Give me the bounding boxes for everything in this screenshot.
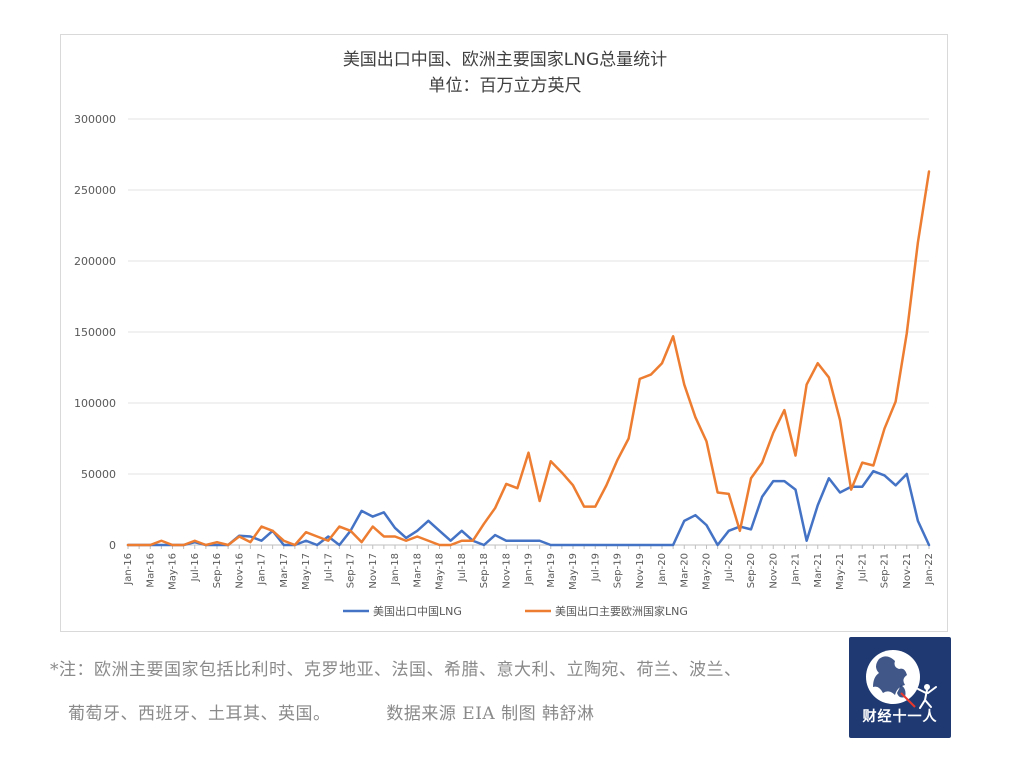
x-tick-label: Jan-16 xyxy=(123,553,134,586)
x-tick-label: Nov-16 xyxy=(234,553,245,589)
legend-label: 美国出口主要欧洲国家LNG xyxy=(555,604,688,618)
x-tick-label: Jul-19 xyxy=(590,553,601,582)
x-tick-label: Nov-17 xyxy=(368,553,379,589)
x-tick-label: Nov-18 xyxy=(501,553,512,589)
y-tick-label: 150000 xyxy=(74,326,116,339)
x-tick-label: May-20 xyxy=(702,553,713,590)
x-tick-label: Jan-20 xyxy=(657,553,668,586)
footnote: *注：欧洲主要国家包括比利时、克罗地亚、法国、希腊、意大利、立陶宛、荷兰、波兰、… xyxy=(50,648,830,736)
x-tick-label: Mar-20 xyxy=(679,553,690,588)
chart-subtitle: 单位：百万立方英尺 xyxy=(429,76,582,96)
x-tick-label: May-18 xyxy=(435,553,446,590)
legend-label: 美国出口中国LNG xyxy=(373,604,462,618)
footnote-line-1: *注：欧洲主要国家包括比利时、克罗地亚、法国、希腊、意大利、立陶宛、荷兰、波兰、 xyxy=(50,660,742,680)
x-tick-label: Jan-17 xyxy=(257,553,268,586)
y-tick-label: 200000 xyxy=(74,255,116,268)
x-tick-label: Jan-22 xyxy=(924,553,935,586)
y-tick-label: 250000 xyxy=(74,184,116,197)
x-tick-label: Mar-17 xyxy=(279,553,290,588)
globe-icon xyxy=(866,650,937,709)
x-tick-label: Sep-16 xyxy=(212,553,223,588)
legend: 美国出口中国LNG 美国出口主要欧洲国家LNG xyxy=(343,604,688,618)
x-tick-label: Nov-20 xyxy=(768,553,779,589)
footnote-line-2: 葡萄牙、西班牙、土耳其、英国。 数据来源 EIA 制图 韩舒淋 xyxy=(50,692,830,736)
x-tick-label: Nov-19 xyxy=(635,553,646,589)
x-tick-label: Jan-21 xyxy=(791,553,802,586)
x-tick-label: Jul-17 xyxy=(323,553,334,582)
chart-title: 美国出口中国、欧洲主要国家LNG总量统计 xyxy=(343,50,667,70)
chart-svg: 美国出口中国、欧洲主要国家LNG总量统计 单位：百万立方英尺 0 50000 100… xyxy=(74,50,935,618)
y-tick-label: 300000 xyxy=(74,113,116,126)
brand-logo: 财经十一人 xyxy=(849,637,951,738)
x-tick-label: Jul-18 xyxy=(457,553,468,582)
x-tick-label: Mar-19 xyxy=(546,553,557,588)
x-tick-label: Sep-18 xyxy=(479,553,490,588)
footnote-countries: 葡萄牙、西班牙、土耳其、英国。 xyxy=(68,704,331,724)
x-axis-ticks: Jan-16 Mar-16 May-16 Jul-16 Sep-16 Nov-16 Jan-… xyxy=(123,545,935,590)
x-tick-label: Sep-21 xyxy=(880,553,891,588)
x-tick-label: Jul-21 xyxy=(857,553,868,582)
x-tick-label: Sep-17 xyxy=(346,553,357,588)
x-tick-label: Jul-16 xyxy=(190,553,201,582)
series-line-china xyxy=(126,469,931,547)
x-tick-label: Sep-19 xyxy=(613,553,624,588)
y-axis-ticks: 0 50000 100000 150000 200000 250000 300000 xyxy=(74,113,116,552)
x-tick-label: Nov-21 xyxy=(902,553,913,589)
x-tick-label: Jan-19 xyxy=(524,553,535,586)
x-tick-label: Sep-20 xyxy=(746,553,757,588)
chart-frame: 美国出口中国、欧洲主要国家LNG总量统计 单位：百万立方英尺 0 50000 100… xyxy=(60,34,948,632)
x-tick-label: May-17 xyxy=(301,553,312,590)
x-tick-label: Mar-21 xyxy=(813,553,824,588)
x-tick-label: Mar-16 xyxy=(145,553,156,588)
x-tick-label: May-21 xyxy=(835,553,846,590)
series-lines xyxy=(126,170,931,547)
footnote-source: 数据来源 EIA 制图 韩舒淋 xyxy=(386,704,595,724)
y-tick-label: 0 xyxy=(109,539,116,552)
x-tick-label: Jan-18 xyxy=(390,553,401,586)
x-tick-label: May-16 xyxy=(168,553,179,590)
x-tick-label: Mar-18 xyxy=(412,553,423,588)
y-tick-label: 50000 xyxy=(81,468,116,481)
logo-text: 财经十一人 xyxy=(862,709,938,725)
y-tick-label: 100000 xyxy=(74,397,116,410)
x-tick-label: May-19 xyxy=(568,553,579,590)
x-tick-label: Jul-20 xyxy=(724,553,735,582)
series-line-europe xyxy=(126,170,931,547)
grid-lines xyxy=(128,118,929,546)
